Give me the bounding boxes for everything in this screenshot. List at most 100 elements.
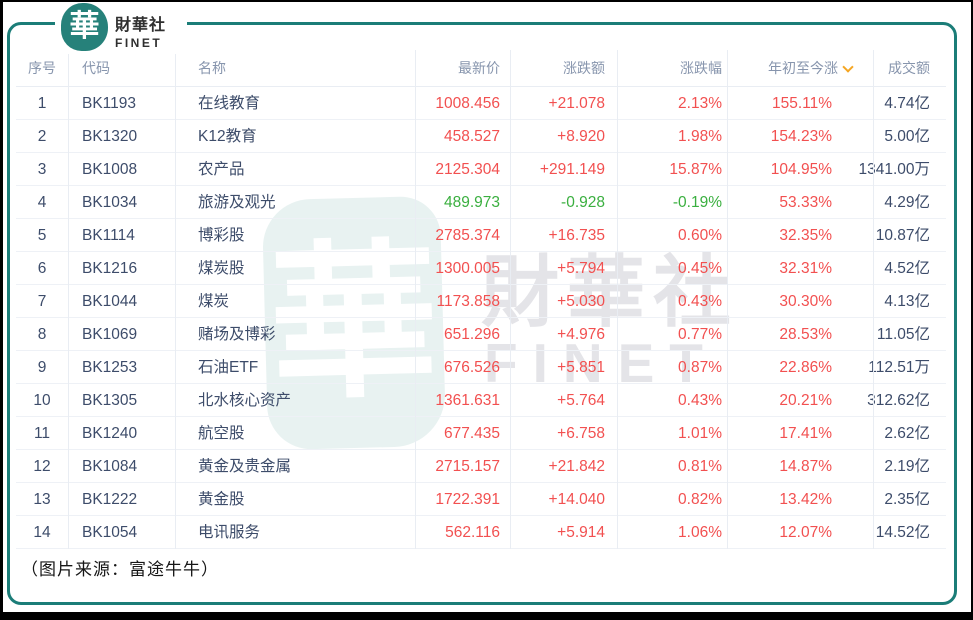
cell-turnover: 312.62亿 bbox=[867, 392, 930, 409]
sort-chevron-down-icon[interactable] bbox=[842, 60, 854, 73]
table-row[interactable]: 7 BK1044 煤炭 1173.858 +5.030 0.43% 30.30% 4.13亿 bbox=[16, 285, 946, 318]
cell-turnover: 5.00亿 bbox=[884, 128, 930, 145]
table-row[interactable]: 3 BK1008 农产品 2125.304 +291.149 15.87% 104.95% 1… bbox=[16, 153, 946, 186]
column-header-change[interactable]: 涨跌额 bbox=[510, 50, 617, 87]
cell-code: BK1193 bbox=[82, 95, 137, 112]
table-row[interactable]: 1 BK1193 在线教育 1008.456 +21.078 2.13% 155.11% 4.… bbox=[16, 87, 946, 120]
cell-pct: 0.60% bbox=[678, 227, 722, 244]
cell-name: 农产品 bbox=[198, 161, 245, 178]
cell-change: +5.851 bbox=[557, 359, 605, 376]
cell-seq: 9 bbox=[37, 359, 47, 376]
column-header-label: 代码 bbox=[82, 60, 110, 76]
cell-ytd: 32.31% bbox=[779, 260, 832, 277]
column-header-code[interactable]: 代码 bbox=[68, 50, 175, 87]
table-body: 1 BK1193 在线教育 1008.456 +21.078 2.13% 155.11% 4.… bbox=[16, 87, 946, 549]
cell-seq: 12 bbox=[33, 458, 51, 475]
cell-pct: 0.87% bbox=[678, 359, 722, 376]
cell-price: 677.435 bbox=[443, 425, 500, 442]
cell-code: BK1084 bbox=[82, 458, 138, 475]
cell-code: BK1222 bbox=[82, 491, 138, 508]
watermark-text: 財華社 FINET bbox=[481, 251, 739, 391]
cell-seq: 6 bbox=[37, 260, 47, 277]
column-separator bbox=[510, 50, 511, 549]
cell-price: 2715.157 bbox=[435, 458, 500, 475]
table-row[interactable]: 14 BK1054 电讯服务 562.116 +5.914 1.06% 12.07% 14.5… bbox=[16, 516, 946, 549]
column-header-label: 涨跌幅 bbox=[680, 60, 722, 76]
table-row[interactable]: 9 BK1253 石油ETF 676.526 +5.851 0.87% 22.86% 112.… bbox=[16, 351, 946, 384]
table-row[interactable]: 12 BK1084 黄金及贵金属 2715.157 +21.842 0.81% 14.87%… bbox=[16, 450, 946, 483]
table-row[interactable]: 10 BK1305 北水核心资产 1361.631 +5.764 0.43% 20.21% 3… bbox=[16, 384, 946, 417]
brand-name-en: FINET bbox=[115, 36, 163, 50]
table-row[interactable]: 2 BK1320 K12教育 458.527 +8.920 1.98% 154.23% 5.0… bbox=[16, 120, 946, 153]
cell-name: 旅游及观光 bbox=[198, 194, 276, 211]
cell-name: 煤炭 bbox=[198, 293, 230, 310]
cell-change: +4.976 bbox=[557, 326, 605, 343]
cell-pct: -0.19% bbox=[672, 194, 722, 211]
cell-name: 在线教育 bbox=[198, 95, 261, 112]
cell-ytd: 154.23% bbox=[770, 128, 832, 145]
cell-name: 黄金股 bbox=[198, 491, 245, 508]
cell-seq: 13 bbox=[33, 491, 51, 508]
cell-turnover: 2.19亿 bbox=[884, 458, 930, 475]
cell-pct: 0.45% bbox=[678, 260, 722, 277]
cell-code: BK1054 bbox=[82, 524, 138, 541]
cell-code: BK1216 bbox=[82, 260, 138, 277]
cell-code: BK1320 bbox=[82, 128, 138, 145]
table-row[interactable]: 13 BK1222 黄金股 1722.391 +14.040 0.82% 13.42% 2.3… bbox=[16, 483, 946, 516]
table-row[interactable]: 8 BK1069 赌场及博彩 651.296 +4.976 0.77% 28.53% 11.0… bbox=[16, 318, 946, 351]
cell-pct: 1.06% bbox=[678, 524, 722, 541]
cell-seq: 5 bbox=[37, 227, 47, 244]
table-row[interactable]: 11 BK1240 航空股 677.435 +6.758 1.01% 17.41% 2.62亿 bbox=[16, 417, 946, 450]
column-header-name[interactable]: 名称 bbox=[175, 50, 415, 87]
cell-turnover: 11.05亿 bbox=[876, 326, 930, 343]
image-source-caption: （图片来源：富途牛牛） bbox=[21, 560, 219, 579]
table-row[interactable]: 4 BK1034 旅游及观光 489.973 -0.928 -0.19% 53.33% 4.2… bbox=[16, 186, 946, 219]
column-header-label: 序号 bbox=[28, 60, 56, 76]
cell-turnover: 4.52亿 bbox=[884, 260, 930, 277]
cell-pct: 0.43% bbox=[678, 293, 722, 310]
cell-change: +21.842 bbox=[548, 458, 605, 475]
table-row[interactable]: 5 BK1114 博彩股 2785.374 +16.735 0.60% 32.35% 10.8… bbox=[16, 219, 946, 252]
cell-turnover: 2.35亿 bbox=[884, 491, 930, 508]
cell-seq: 2 bbox=[37, 128, 47, 145]
cell-price: 489.973 bbox=[443, 194, 500, 211]
column-header-pct[interactable]: 涨跌幅 bbox=[617, 50, 727, 87]
cell-price: 458.527 bbox=[443, 128, 500, 145]
cell-ytd: 30.30% bbox=[779, 293, 832, 310]
cell-name: 电讯服务 bbox=[198, 524, 261, 541]
cell-name: 赌场及博彩 bbox=[198, 326, 276, 343]
cell-change: +5.914 bbox=[557, 524, 605, 541]
cell-turnover: 4.13亿 bbox=[884, 293, 930, 310]
finet-logo: 華 財華社 FINET bbox=[55, 2, 187, 54]
column-header-turnover[interactable]: 成交额 bbox=[873, 50, 944, 87]
cell-name: 黄金及贵金属 bbox=[198, 458, 292, 475]
column-header-label: 年初至今涨 bbox=[768, 60, 838, 76]
cell-ytd: 20.21% bbox=[779, 392, 832, 409]
cell-turnover: 14.52亿 bbox=[875, 524, 930, 541]
cell-name: K12教育 bbox=[198, 128, 257, 145]
cell-pct: 0.81% bbox=[678, 458, 722, 475]
column-separator bbox=[727, 50, 728, 549]
cell-code: BK1305 bbox=[82, 392, 138, 409]
sector-ranking-table: 序号 代码 名称 最新价 涨跌额 涨跌幅 年初至今涨 成交额 1 BK1193 在线教育 1008.… bbox=[16, 50, 946, 549]
cell-pct: 2.13% bbox=[678, 95, 722, 112]
cell-name: 煤炭股 bbox=[198, 260, 245, 277]
column-header-seq[interactable]: 序号 bbox=[16, 50, 68, 87]
seal-character: 華 bbox=[69, 10, 100, 43]
cell-ytd: 28.53% bbox=[779, 326, 832, 343]
cell-code: BK1044 bbox=[82, 293, 138, 310]
column-header-price[interactable]: 最新价 bbox=[415, 50, 510, 87]
cell-ytd: 32.35% bbox=[779, 227, 832, 244]
cell-pct: 0.43% bbox=[678, 392, 722, 409]
cell-ytd: 17.41% bbox=[779, 425, 832, 442]
cell-pct: 0.77% bbox=[678, 326, 722, 343]
cell-price: 676.526 bbox=[443, 359, 500, 376]
cell-ytd: 53.33% bbox=[779, 194, 832, 211]
cell-turnover: 10.87亿 bbox=[875, 227, 930, 244]
column-header-label: 名称 bbox=[198, 60, 226, 76]
table-row[interactable]: 6 BK1216 煤炭股 1300.005 +5.794 0.45% 32.31% 4.52亿 bbox=[16, 252, 946, 285]
column-header-ytd[interactable]: 年初至今涨 bbox=[727, 50, 873, 87]
cell-price: 1173.858 bbox=[436, 293, 501, 310]
cell-code: BK1253 bbox=[82, 359, 138, 376]
cell-price: 1722.391 bbox=[435, 491, 500, 508]
